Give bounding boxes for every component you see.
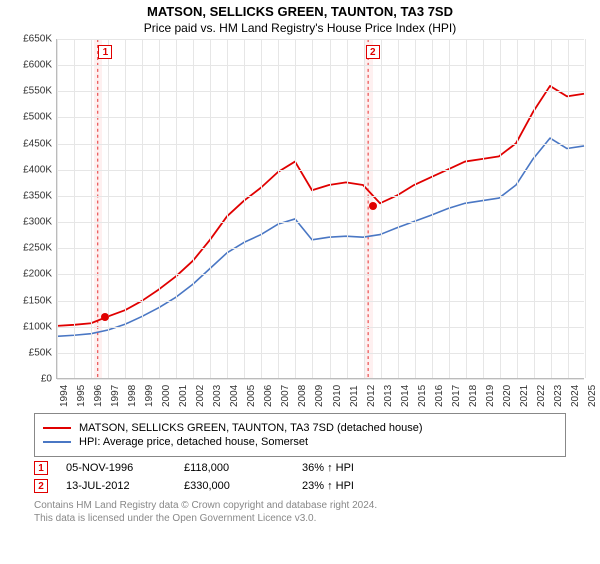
x-tick-label: 2015	[417, 385, 428, 407]
x-tick-label: 2009	[314, 385, 325, 407]
x-tick-label: 2017	[451, 385, 462, 407]
x-tick-label: 2019	[485, 385, 496, 407]
x-tick-label: 2002	[195, 385, 206, 407]
series-hpi	[57, 138, 584, 336]
event-date: 05-NOV-1996	[66, 462, 166, 474]
y-axis: £0£50K£100K£150K£200K£250K£300K£350K£400…	[10, 39, 54, 379]
x-tick-label: 2024	[570, 385, 581, 407]
y-tick-label: £300K	[23, 217, 52, 228]
x-tick-label: 2022	[536, 385, 547, 407]
footer-line: Contains HM Land Registry data © Crown c…	[34, 499, 566, 512]
event-marker-dot	[101, 313, 109, 321]
x-tick-label: 2025	[587, 385, 598, 407]
x-tick-label: 2023	[553, 385, 564, 407]
y-tick-label: £50K	[29, 347, 52, 358]
x-tick-label: 2001	[178, 385, 189, 407]
y-tick-label: £400K	[23, 164, 52, 175]
legend-swatch	[43, 427, 71, 429]
x-tick-label: 2004	[229, 385, 240, 407]
y-tick-label: £150K	[23, 295, 52, 306]
y-tick-label: £650K	[23, 34, 52, 45]
y-tick-label: £550K	[23, 86, 52, 97]
chart-subtitle: Price paid vs. HM Land Registry's House …	[0, 21, 600, 35]
chart-container: MATSON, SELLICKS GREEN, TAUNTON, TA3 7SD…	[0, 4, 600, 564]
events-table: 1 05-NOV-1996 £118,000 36% ↑ HPI 2 13-JUL-201…	[34, 461, 566, 493]
x-tick-label: 2013	[383, 385, 394, 407]
event-delta: 36% ↑ HPI	[302, 462, 402, 474]
x-tick-label: 2003	[212, 385, 223, 407]
event-row: 2 13-JUL-2012 £330,000 23% ↑ HPI	[34, 479, 566, 493]
chart-area: £0 £50K £100K £150K £200K £250K £300K £350K £400…	[10, 39, 590, 409]
legend-row: MATSON, SELLICKS GREEN, TAUNTON, TA3 7SD…	[43, 422, 557, 434]
event-price: £118,000	[184, 462, 284, 474]
x-tick-label: 1997	[110, 385, 121, 407]
legend-label: HPI: Average price, detached house, Some…	[79, 436, 308, 448]
x-tick-label: 2007	[280, 385, 291, 407]
footer-line: This data is licensed under the Open Gov…	[34, 512, 566, 525]
x-tick-label: 2016	[434, 385, 445, 407]
x-tick-label: 1998	[127, 385, 138, 407]
x-tick-label: 2008	[297, 385, 308, 407]
x-tick-label: 2011	[349, 385, 360, 407]
x-tick-label: 2006	[263, 385, 274, 407]
x-tick-label: 2012	[366, 385, 377, 407]
x-tick-label: 2005	[246, 385, 257, 407]
series-price_paid	[57, 86, 584, 326]
y-tick-label: £600K	[23, 60, 52, 71]
y-tick-label: £250K	[23, 243, 52, 254]
y-tick-label: £100K	[23, 321, 52, 332]
event-number-box: 2	[34, 479, 48, 493]
x-tick-label: 2014	[400, 385, 411, 407]
footer-attribution: Contains HM Land Registry data © Crown c…	[34, 499, 566, 525]
x-tick-label: 1995	[76, 385, 87, 407]
y-tick-label: £200K	[23, 269, 52, 280]
x-tick-label: 2010	[332, 385, 343, 407]
x-tick-label: 1999	[144, 385, 155, 407]
event-price: £330,000	[184, 480, 284, 492]
y-tick-label: £0	[41, 374, 52, 385]
x-tick-label: 1996	[93, 385, 104, 407]
event-row: 1 05-NOV-1996 £118,000 36% ↑ HPI	[34, 461, 566, 475]
x-tick-label: 2000	[161, 385, 172, 407]
event-number-box: 1	[34, 461, 48, 475]
legend-row: HPI: Average price, detached house, Some…	[43, 436, 557, 448]
x-tick-label: 2021	[519, 385, 530, 407]
event-date: 13-JUL-2012	[66, 480, 166, 492]
y-tick-label: £350K	[23, 190, 52, 201]
y-tick-label: £500K	[23, 112, 52, 123]
plot-area: 12	[56, 39, 584, 379]
y-tick-label: £450K	[23, 138, 52, 149]
x-tick-label: 2018	[468, 385, 479, 407]
event-marker-box: 2	[366, 45, 380, 59]
chart-title: MATSON, SELLICKS GREEN, TAUNTON, TA3 7SD	[0, 4, 600, 19]
event-delta: 23% ↑ HPI	[302, 480, 402, 492]
legend-swatch	[43, 441, 71, 443]
legend: MATSON, SELLICKS GREEN, TAUNTON, TA3 7SD…	[34, 413, 566, 457]
x-axis: 1994 1995 1996 1997 1998 1999 2000 2001 2002 2003…	[56, 379, 584, 409]
legend-label: MATSON, SELLICKS GREEN, TAUNTON, TA3 7SD…	[79, 422, 423, 434]
event-marker-dot	[369, 202, 377, 210]
x-tick-label: 1994	[59, 385, 70, 407]
x-tick-label: 2020	[502, 385, 513, 407]
event-marker-box: 1	[98, 45, 112, 59]
